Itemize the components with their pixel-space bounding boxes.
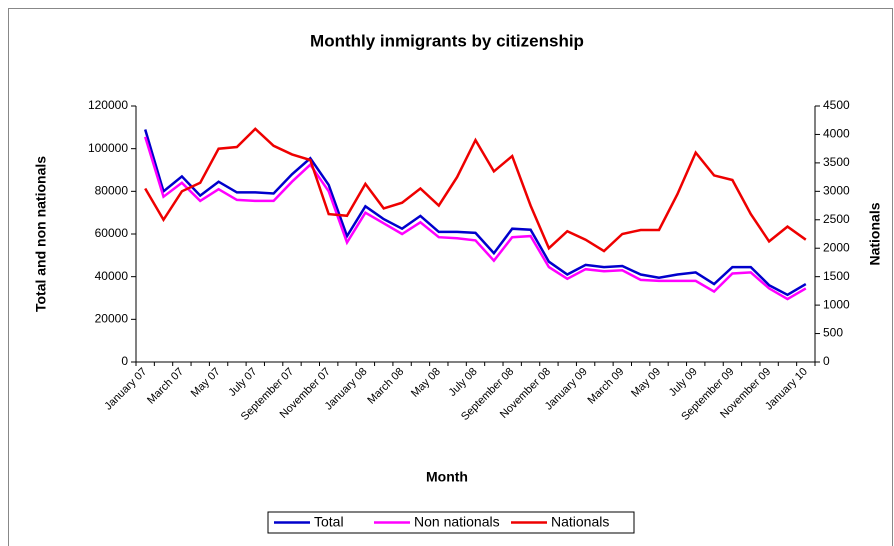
y-tick-label: 100000 [88, 141, 128, 155]
x-tick-label: January 07 [102, 366, 149, 413]
y2-tick-label: 3000 [823, 184, 850, 198]
y2-tick-label: 4000 [823, 127, 850, 141]
x-tick-label: July 07 [226, 366, 259, 399]
y-tick-label: 80000 [95, 184, 129, 198]
y2-tick-label: 1500 [823, 269, 850, 283]
series-line [144, 129, 807, 297]
x-axis-label: Month [426, 469, 468, 485]
y2-tick-label: 4500 [823, 98, 850, 112]
y-tick-label: 20000 [95, 312, 129, 326]
y2-axis-label: Nationals [867, 202, 883, 265]
x-tick-label: March 09 [586, 366, 627, 407]
y2-tick-label: 2000 [823, 240, 850, 254]
y-tick-label: 60000 [95, 226, 129, 240]
y2-tick-label: 0 [823, 354, 830, 368]
y2-tick-label: 500 [823, 326, 843, 340]
y-tick-label: 0 [121, 354, 128, 368]
series-line [144, 136, 807, 301]
x-tick-label: May 07 [189, 366, 223, 400]
x-tick-label: March 08 [365, 366, 406, 407]
legend-box [267, 511, 635, 534]
series-line [144, 127, 807, 253]
y-axis-label: Total and non nationals [33, 156, 49, 312]
x-tick-label: March 07 [145, 366, 186, 407]
chart-title: Monthly inmigrants by citizenship [310, 31, 584, 50]
x-tick-label: May 08 [409, 366, 443, 400]
y-tick-label: 120000 [88, 98, 128, 112]
x-tick-label: May 09 [629, 366, 663, 400]
y2-tick-label: 3500 [823, 155, 850, 169]
y2-tick-label: 2500 [823, 212, 850, 226]
frame [8, 8, 893, 546]
legend-label: Non nationals [414, 514, 500, 530]
x-tick-label: July 08 [447, 366, 480, 399]
x-tick-label: July 09 [667, 366, 700, 399]
legend-label: Total [314, 514, 344, 530]
legend-label: Nationals [551, 514, 609, 530]
y2-tick-label: 1000 [823, 297, 850, 311]
y-tick-label: 40000 [95, 269, 129, 283]
